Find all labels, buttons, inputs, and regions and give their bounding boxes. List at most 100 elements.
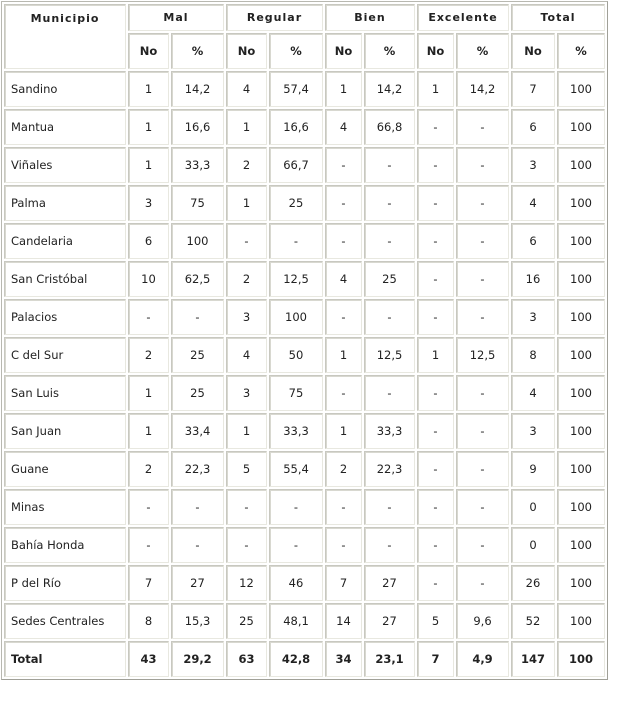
table-row: San Juan 1 33,4 1 33,3 1 33,3- -3 100 [4,413,605,449]
count-cell: 4 [511,185,555,221]
table-row: Palacios - -3 100- - - -3 100 [4,299,605,335]
table-row: Mantua 1 16,6 1 16,6 4 66,8- -6 100 [4,109,605,145]
municipio-cell: Sandino [4,71,126,107]
percent-cell: 27 [171,565,224,601]
municipio-cell: Palma [4,185,126,221]
percent-cell: 100 [171,223,224,259]
table-row: Palma 3 75 1 25- - - -4 100 [4,185,605,221]
count-cell: 26 [511,565,555,601]
percent-cell: 48,1 [269,603,323,639]
percent-cell: 100 [557,223,605,259]
count-cell: 1 [325,413,362,449]
percent-cell: - [171,527,224,563]
percent-cell: - [456,299,509,335]
count-cell: - [417,109,454,145]
table-row: Bahía Honda - - - - - - - -0 100 [4,527,605,563]
count-cell: 4 [325,109,362,145]
header-percent: % [557,33,605,69]
table-header: Municipio Mal Regular Bien Excelente Total N… [4,4,605,69]
count-cell: 4 [511,375,555,411]
header-count: No [511,33,555,69]
count-cell: 1 [226,185,267,221]
percent-cell: 14,2 [171,71,224,107]
municipio-cell: Mantua [4,109,126,145]
percent-cell: 12,5 [364,337,415,373]
municipio-cell: Total [4,641,126,677]
count-cell: 4 [325,261,362,297]
table-body: Sandino 1 14,2 4 57,4 1 14,2 1 14,2 7 100 Mantua 1 16… [4,71,605,677]
percent-cell: 100 [557,375,605,411]
percent-cell: 33,4 [171,413,224,449]
percent-cell: 62,5 [171,261,224,297]
count-cell: - [417,261,454,297]
percent-cell: 15,3 [171,603,224,639]
count-cell: 2 [226,261,267,297]
count-cell: - [325,527,362,563]
header-percent: % [171,33,224,69]
table-row: San Luis 1 25 3 75- - - -4 100 [4,375,605,411]
count-cell: 3 [128,185,169,221]
percent-cell: - [364,185,415,221]
percent-cell: - [456,109,509,145]
percent-cell: 33,3 [364,413,415,449]
count-cell: 3 [226,375,267,411]
percent-cell: - [364,375,415,411]
percent-cell: - [456,527,509,563]
percent-cell: 27 [364,565,415,601]
count-cell: - [226,527,267,563]
count-cell: - [417,223,454,259]
percent-cell: 100 [269,299,323,335]
header-percent: % [364,33,415,69]
percent-cell: 100 [557,337,605,373]
percent-cell: 46 [269,565,323,601]
percent-cell: 100 [557,147,605,183]
percent-cell: 25 [171,337,224,373]
count-cell: - [417,451,454,487]
count-cell: - [417,489,454,525]
percent-cell: - [456,451,509,487]
count-cell: - [325,147,362,183]
count-cell: 1 [226,109,267,145]
count-cell: 1 [325,337,362,373]
table-row: Candelaria 6 100- - - - - -6 100 [4,223,605,259]
percent-cell: 42,8 [269,641,323,677]
percent-cell: - [456,375,509,411]
count-cell: 4 [226,71,267,107]
count-cell: 7 [511,71,555,107]
count-cell: 2 [325,451,362,487]
header-percent: % [456,33,509,69]
count-cell: 16 [511,261,555,297]
count-cell: - [128,299,169,335]
count-cell: 0 [511,489,555,525]
count-cell: 5 [417,603,454,639]
count-cell: - [226,489,267,525]
percent-cell: - [456,185,509,221]
percent-cell: 100 [557,109,605,145]
count-cell: - [417,147,454,183]
percent-cell: - [269,527,323,563]
percent-cell: 100 [557,489,605,525]
percent-cell: 100 [557,603,605,639]
percent-cell: 12,5 [269,261,323,297]
table-row: Guane 2 22,3 5 55,4 2 22,3- -9 100 [4,451,605,487]
percent-cell: - [364,223,415,259]
percent-cell: 33,3 [171,147,224,183]
percent-cell: - [269,489,323,525]
count-cell: 25 [226,603,267,639]
percent-cell: 25 [269,185,323,221]
percent-cell: 4,9 [456,641,509,677]
percent-cell: 75 [171,185,224,221]
header-percent: % [269,33,323,69]
count-cell: 3 [226,299,267,335]
count-cell: 4 [226,337,267,373]
count-cell: - [417,527,454,563]
percent-cell: 100 [557,299,605,335]
count-cell: 52 [511,603,555,639]
percent-cell: 27 [364,603,415,639]
percent-cell: - [456,489,509,525]
count-cell: 5 [226,451,267,487]
percent-cell: 16,6 [171,109,224,145]
table-row: Sedes Centrales 8 15,3 25 48,1 14 27 5 9,6 52 100 [4,603,605,639]
table-row: Viñales 1 33,3 2 66,7- - - -3 100 [4,147,605,183]
count-cell: 3 [511,413,555,449]
